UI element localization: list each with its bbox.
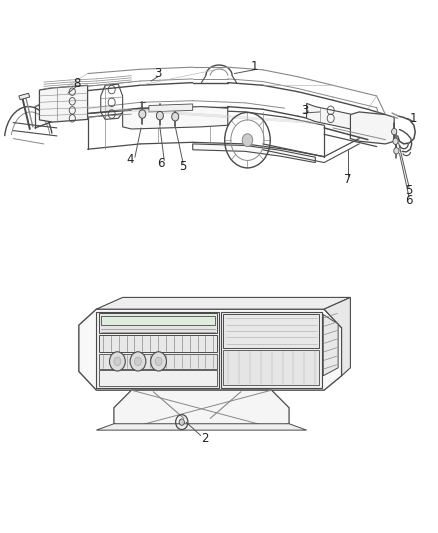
- Polygon shape: [99, 370, 217, 386]
- Circle shape: [393, 138, 398, 144]
- Circle shape: [155, 357, 162, 366]
- Polygon shape: [149, 104, 193, 112]
- Text: 2: 2: [201, 432, 209, 445]
- Text: 3: 3: [301, 104, 308, 117]
- Polygon shape: [193, 144, 315, 163]
- Circle shape: [134, 357, 141, 366]
- Text: 5: 5: [406, 184, 413, 197]
- Text: 8: 8: [73, 77, 80, 90]
- Circle shape: [110, 352, 125, 371]
- Polygon shape: [223, 350, 319, 385]
- Circle shape: [172, 112, 179, 121]
- Polygon shape: [79, 309, 342, 390]
- Polygon shape: [324, 297, 350, 376]
- Polygon shape: [39, 85, 88, 122]
- Polygon shape: [96, 424, 307, 430]
- Polygon shape: [19, 93, 30, 100]
- Polygon shape: [114, 390, 289, 427]
- Circle shape: [151, 352, 166, 371]
- Circle shape: [156, 111, 163, 120]
- Text: 1: 1: [250, 60, 258, 73]
- Polygon shape: [96, 312, 219, 388]
- Polygon shape: [99, 335, 217, 352]
- Circle shape: [114, 357, 121, 366]
- Polygon shape: [307, 103, 350, 129]
- Circle shape: [394, 148, 399, 154]
- Polygon shape: [101, 316, 215, 325]
- Circle shape: [242, 134, 253, 147]
- Polygon shape: [99, 313, 217, 333]
- Circle shape: [179, 419, 184, 425]
- Circle shape: [130, 352, 146, 371]
- Polygon shape: [221, 312, 322, 388]
- Polygon shape: [350, 112, 394, 144]
- Text: 6: 6: [405, 194, 413, 207]
- Text: 7: 7: [344, 173, 352, 186]
- Text: 6: 6: [157, 157, 165, 169]
- Text: 5: 5: [180, 160, 187, 173]
- Polygon shape: [223, 314, 319, 348]
- Text: 3: 3: [154, 67, 161, 80]
- Polygon shape: [99, 354, 217, 369]
- Polygon shape: [96, 297, 350, 309]
- Text: 1: 1: [410, 112, 418, 125]
- Text: 4: 4: [127, 154, 134, 166]
- Polygon shape: [323, 314, 338, 376]
- Circle shape: [392, 128, 397, 135]
- Polygon shape: [123, 107, 228, 129]
- Circle shape: [139, 110, 146, 118]
